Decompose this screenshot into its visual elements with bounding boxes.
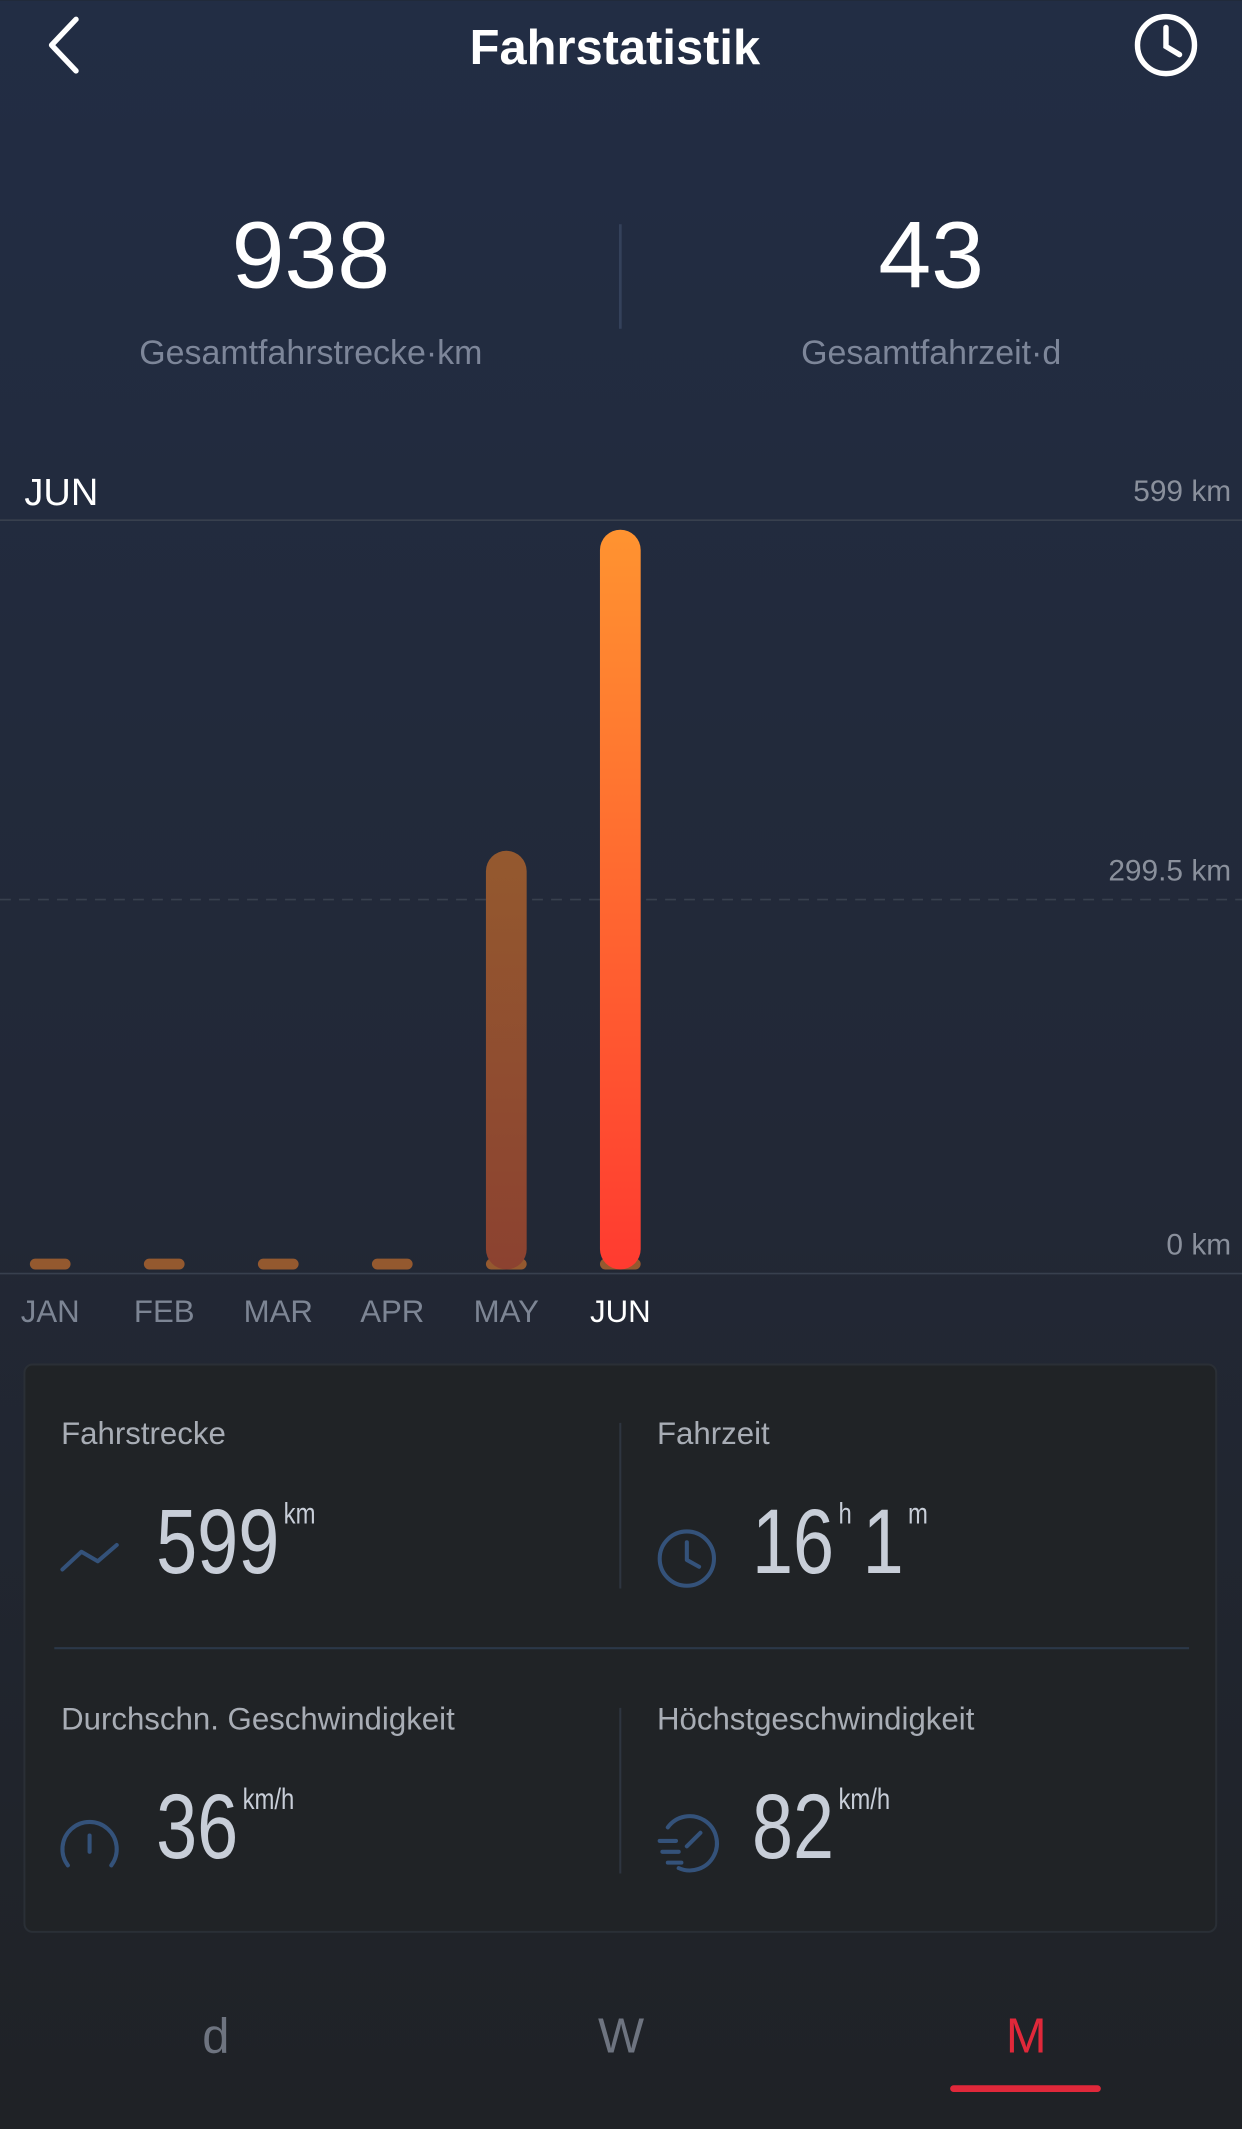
x-tick-label[interactable]: JUN	[590, 1294, 651, 1329]
bar-base	[29, 1258, 71, 1270]
stat-number: 82	[752, 1774, 834, 1878]
stat-label: Fahrstrecke	[61, 1416, 226, 1451]
x-tick-label[interactable]: MAR	[244, 1294, 313, 1329]
distance-icon	[60, 1542, 119, 1572]
stat-number: 16	[752, 1489, 834, 1593]
stat-label: Höchstgeschwindigkeit	[657, 1701, 975, 1736]
y-tick-label: 299.5 km	[1108, 855, 1231, 888]
stat-number: 36	[156, 1774, 238, 1878]
tab[interactable]: M	[1006, 2009, 1047, 2063]
tab[interactable]: W	[598, 2009, 644, 2063]
speed-icon	[60, 1819, 119, 1868]
max-speed-icon	[657, 1814, 719, 1873]
selected-label: JUN	[24, 472, 98, 514]
x-tick-label[interactable]: MAY	[474, 1294, 539, 1329]
stat-number: 599	[156, 1489, 279, 1593]
back-button[interactable]	[48, 16, 79, 74]
stat-label: Durchschn. Geschwindigkeit	[61, 1701, 455, 1736]
stat-value: 36 km/h	[156, 1774, 294, 1878]
page-title: Fahrstatistik	[470, 21, 761, 75]
stat-value: 82 km/h	[752, 1774, 890, 1878]
stat-unit: m	[908, 1497, 928, 1530]
x-tick-label[interactable]: JAN	[21, 1294, 80, 1329]
stat-value: 16 h 1 m	[752, 1489, 928, 1593]
stat-number: 1	[863, 1489, 904, 1593]
summary-value: 43	[878, 203, 984, 309]
stat-value: 599 km	[156, 1489, 315, 1593]
y-tick-label: 0 km	[1166, 1229, 1231, 1262]
chart: 0 km 299.5 km 599 km JAN FEB MAR APR MAY JUN	[0, 475, 1242, 1329]
x-tick-label[interactable]: APR	[360, 1294, 424, 1329]
tab[interactable]: d	[202, 2009, 229, 2063]
bar	[485, 850, 527, 1270]
summary-label: Gesamtfahrzeit·d	[801, 334, 1061, 372]
stat-unit: km/h	[243, 1782, 295, 1815]
bar-base	[257, 1258, 299, 1270]
x-tick-label[interactable]: FEB	[134, 1294, 195, 1329]
stat-label: Fahrzeit	[657, 1416, 770, 1451]
bar	[599, 529, 641, 1270]
history-button[interactable]	[1134, 13, 1198, 77]
summary-label: Gesamtfahrstrecke·km	[139, 334, 482, 372]
stat-unit: km	[284, 1497, 316, 1530]
y-tick-label: 599 km	[1133, 475, 1231, 508]
time-icon	[657, 1529, 717, 1588]
stat-unit: h	[838, 1497, 851, 1530]
tab-indicator	[950, 2085, 1101, 2093]
summary-value: 938	[232, 203, 391, 309]
bar-base	[371, 1258, 413, 1270]
bar-base	[143, 1258, 185, 1270]
stat-unit: km/h	[838, 1782, 890, 1815]
stats: Fahrstrecke 599 km Fahrzeit 16 h 1 m Durchschn. …	[61, 1416, 975, 1878]
